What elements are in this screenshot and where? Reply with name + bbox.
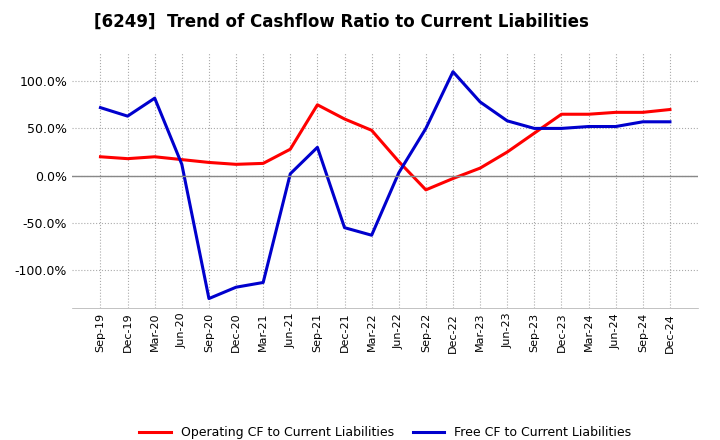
Free CF to Current Liabilities xyxy=(232,285,240,290)
Line: Free CF to Current Liabilities: Free CF to Current Liabilities xyxy=(101,72,670,299)
Free CF to Current Liabilities xyxy=(584,124,593,129)
Free CF to Current Liabilities xyxy=(150,95,159,101)
Text: [6249]  Trend of Cashflow Ratio to Current Liabilities: [6249] Trend of Cashflow Ratio to Curren… xyxy=(94,13,588,31)
Operating CF to Current Liabilities xyxy=(367,128,376,133)
Free CF to Current Liabilities xyxy=(476,99,485,105)
Operating CF to Current Liabilities xyxy=(313,102,322,107)
Free CF to Current Liabilities xyxy=(611,124,620,129)
Free CF to Current Liabilities xyxy=(313,145,322,150)
Free CF to Current Liabilities xyxy=(178,161,186,167)
Free CF to Current Liabilities xyxy=(530,126,539,131)
Operating CF to Current Liabilities xyxy=(232,161,240,167)
Operating CF to Current Liabilities xyxy=(96,154,105,159)
Operating CF to Current Liabilities xyxy=(341,116,349,121)
Free CF to Current Liabilities xyxy=(341,225,349,230)
Operating CF to Current Liabilities xyxy=(476,165,485,171)
Free CF to Current Liabilities xyxy=(286,171,294,176)
Operating CF to Current Liabilities xyxy=(449,176,457,181)
Free CF to Current Liabilities xyxy=(395,170,403,176)
Operating CF to Current Liabilities xyxy=(665,107,674,112)
Free CF to Current Liabilities xyxy=(96,105,105,110)
Operating CF to Current Liabilities xyxy=(178,157,186,162)
Legend: Operating CF to Current Liabilities, Free CF to Current Liabilities: Operating CF to Current Liabilities, Fre… xyxy=(135,422,636,440)
Operating CF to Current Liabilities xyxy=(259,161,268,166)
Free CF to Current Liabilities xyxy=(557,126,566,131)
Operating CF to Current Liabilities xyxy=(611,110,620,115)
Free CF to Current Liabilities xyxy=(259,280,268,285)
Operating CF to Current Liabilities xyxy=(123,156,132,161)
Operating CF to Current Liabilities xyxy=(150,154,159,159)
Operating CF to Current Liabilities xyxy=(503,150,511,155)
Line: Operating CF to Current Liabilities: Operating CF to Current Liabilities xyxy=(101,105,670,190)
Free CF to Current Liabilities xyxy=(639,119,647,125)
Operating CF to Current Liabilities xyxy=(530,131,539,136)
Free CF to Current Liabilities xyxy=(421,126,430,131)
Free CF to Current Liabilities xyxy=(123,114,132,119)
Free CF to Current Liabilities xyxy=(204,296,213,301)
Free CF to Current Liabilities xyxy=(449,69,457,74)
Operating CF to Current Liabilities xyxy=(584,112,593,117)
Operating CF to Current Liabilities xyxy=(286,147,294,152)
Free CF to Current Liabilities xyxy=(503,118,511,124)
Free CF to Current Liabilities xyxy=(367,233,376,238)
Operating CF to Current Liabilities xyxy=(395,159,403,164)
Free CF to Current Liabilities xyxy=(665,119,674,125)
Operating CF to Current Liabilities xyxy=(204,160,213,165)
Operating CF to Current Liabilities xyxy=(557,112,566,117)
Operating CF to Current Liabilities xyxy=(639,110,647,115)
Operating CF to Current Liabilities xyxy=(421,187,430,192)
